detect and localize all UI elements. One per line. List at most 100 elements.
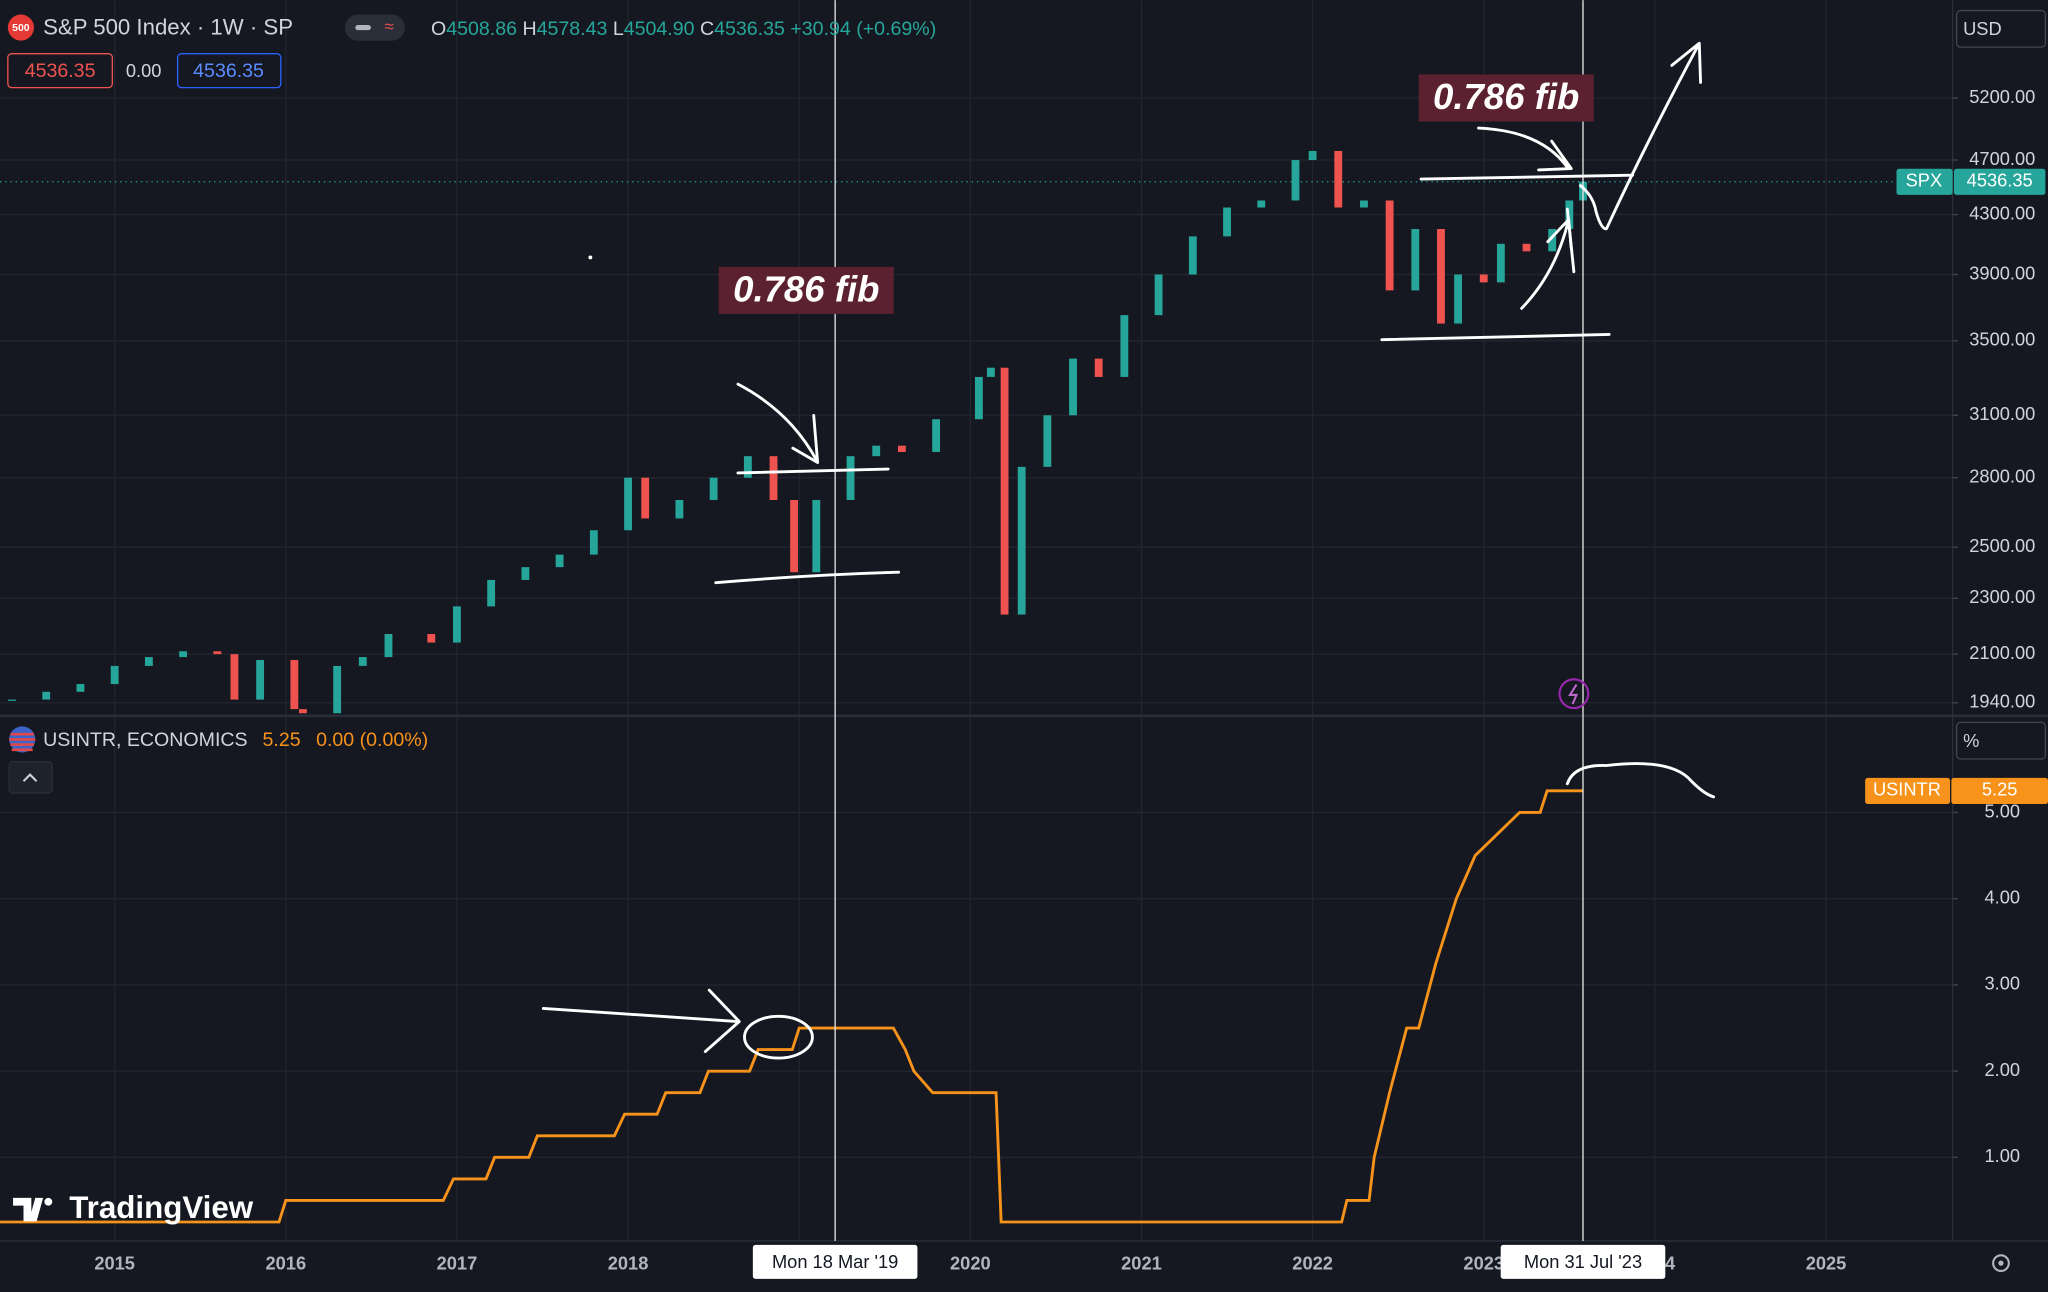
drawn-circle (743, 1014, 814, 1060)
currency-button[interactable] (1955, 9, 2047, 48)
y-tick-label: 2500.00 (1969, 535, 2035, 556)
crosshair-label: Mon 18 Mar '19 (772, 1251, 898, 1272)
price-tag-name: SPX (1906, 170, 1943, 191)
event-icon (1568, 683, 1579, 705)
candle (1385, 200, 1394, 291)
sell-button[interactable] (7, 53, 113, 89)
symbol-title[interactable]: S&P 500 Index · 1W · SP (43, 15, 293, 40)
candle (358, 657, 367, 666)
ohlc-value: 4536.35 (714, 18, 785, 40)
chevron-icon (22, 773, 38, 782)
candle (1257, 200, 1266, 208)
y-tick-label: 4300.00 (1969, 202, 2035, 223)
event-icon[interactable] (1558, 678, 1590, 710)
y-tick-label: 4700.00 (1969, 148, 2035, 169)
candle (384, 634, 393, 658)
candle (1223, 207, 1231, 237)
candle (624, 477, 632, 531)
candle (179, 651, 188, 658)
spx-pane (8, 150, 1587, 714)
candle (110, 665, 119, 685)
drawn-line (1419, 173, 1635, 181)
candle (213, 651, 222, 655)
drawn-line (736, 467, 890, 475)
y-tick-label: 2800.00 (1969, 466, 2035, 487)
candle (290, 660, 299, 710)
candle (812, 500, 821, 573)
price-tag (1953, 168, 2046, 195)
y-tick-label: 3.00 (1985, 973, 2021, 994)
unit-button[interactable] (1955, 721, 2047, 760)
candle (1043, 415, 1052, 467)
drawn-arrow (736, 382, 820, 464)
grid (0, 0, 1953, 1241)
ohlc-key: C (700, 18, 714, 40)
x-tick-label: 2025 (1806, 1252, 1847, 1273)
logo-icon (44, 1197, 53, 1206)
candle (521, 567, 530, 580)
drawn-arrow (1477, 126, 1573, 172)
symbol-icon (7, 14, 34, 41)
rate-legend-change: 0.00 (0.00%) (316, 729, 428, 751)
candle (1017, 466, 1026, 615)
rate-line (0, 789, 1584, 1224)
annotation-box (1418, 74, 1594, 122)
candle (974, 376, 983, 420)
toggle-icon (355, 24, 371, 31)
visibility-toggle[interactable] (344, 14, 405, 41)
buy-button[interactable] (176, 53, 282, 89)
crosshair-label-box (1500, 1244, 1666, 1279)
axis-labels: 2015201620172018201920202021202220232024… (94, 86, 2048, 1279)
candle (897, 445, 906, 452)
y-tick-label: 3100.00 (1969, 403, 2035, 424)
ohlc-key: O (431, 18, 446, 40)
candle (1291, 160, 1300, 201)
drawings (541, 41, 1716, 1060)
y-tick-label: 3900.00 (1969, 262, 2035, 283)
candle (1496, 243, 1505, 283)
x-tick-label: 2017 (437, 1252, 478, 1273)
y-tick-label: 3500.00 (1969, 329, 2035, 350)
drawn-line (1380, 333, 1611, 342)
x-tick-label: 2018 (608, 1252, 649, 1273)
candle (1069, 358, 1077, 416)
rate-legend-value: 5.25 (263, 729, 301, 751)
candle (846, 456, 855, 501)
drawn-arrow (541, 988, 741, 1053)
unit: % (1963, 730, 1979, 751)
drawn-arrow (1578, 41, 1703, 231)
symbol-icon-text: 500 (12, 23, 30, 34)
candle (555, 554, 564, 568)
candle (230, 654, 239, 700)
logo-text: TradingView (69, 1190, 254, 1225)
candle (487, 579, 496, 607)
candle (769, 456, 778, 501)
candle (872, 445, 881, 457)
candle (1120, 315, 1129, 377)
candle (1094, 358, 1103, 377)
crosshair-label: Mon 31 Jul '23 (1524, 1251, 1642, 1272)
drawn-line (714, 570, 901, 585)
sell-price: 4536.35 (25, 60, 96, 82)
candle (256, 660, 265, 700)
candle (1000, 367, 1009, 615)
candle (144, 657, 153, 666)
candle (790, 500, 798, 573)
flag-icon (9, 732, 36, 752)
price-tag (1896, 168, 1953, 195)
collapse-button[interactable] (8, 760, 53, 794)
candle (1479, 274, 1488, 283)
candle (1411, 229, 1420, 291)
candle (675, 500, 684, 519)
annotation-box (718, 266, 894, 314)
rate-pane (0, 789, 1584, 1224)
rate-title[interactable]: USINTR, ECONOMICS (43, 729, 248, 751)
candle (427, 634, 436, 643)
currency: USD (1963, 18, 2002, 39)
candle (1522, 243, 1531, 252)
x-tick-label: 2016 (265, 1252, 306, 1273)
settings-icon[interactable] (1992, 1254, 2010, 1273)
spread: 0.00 (126, 60, 162, 81)
